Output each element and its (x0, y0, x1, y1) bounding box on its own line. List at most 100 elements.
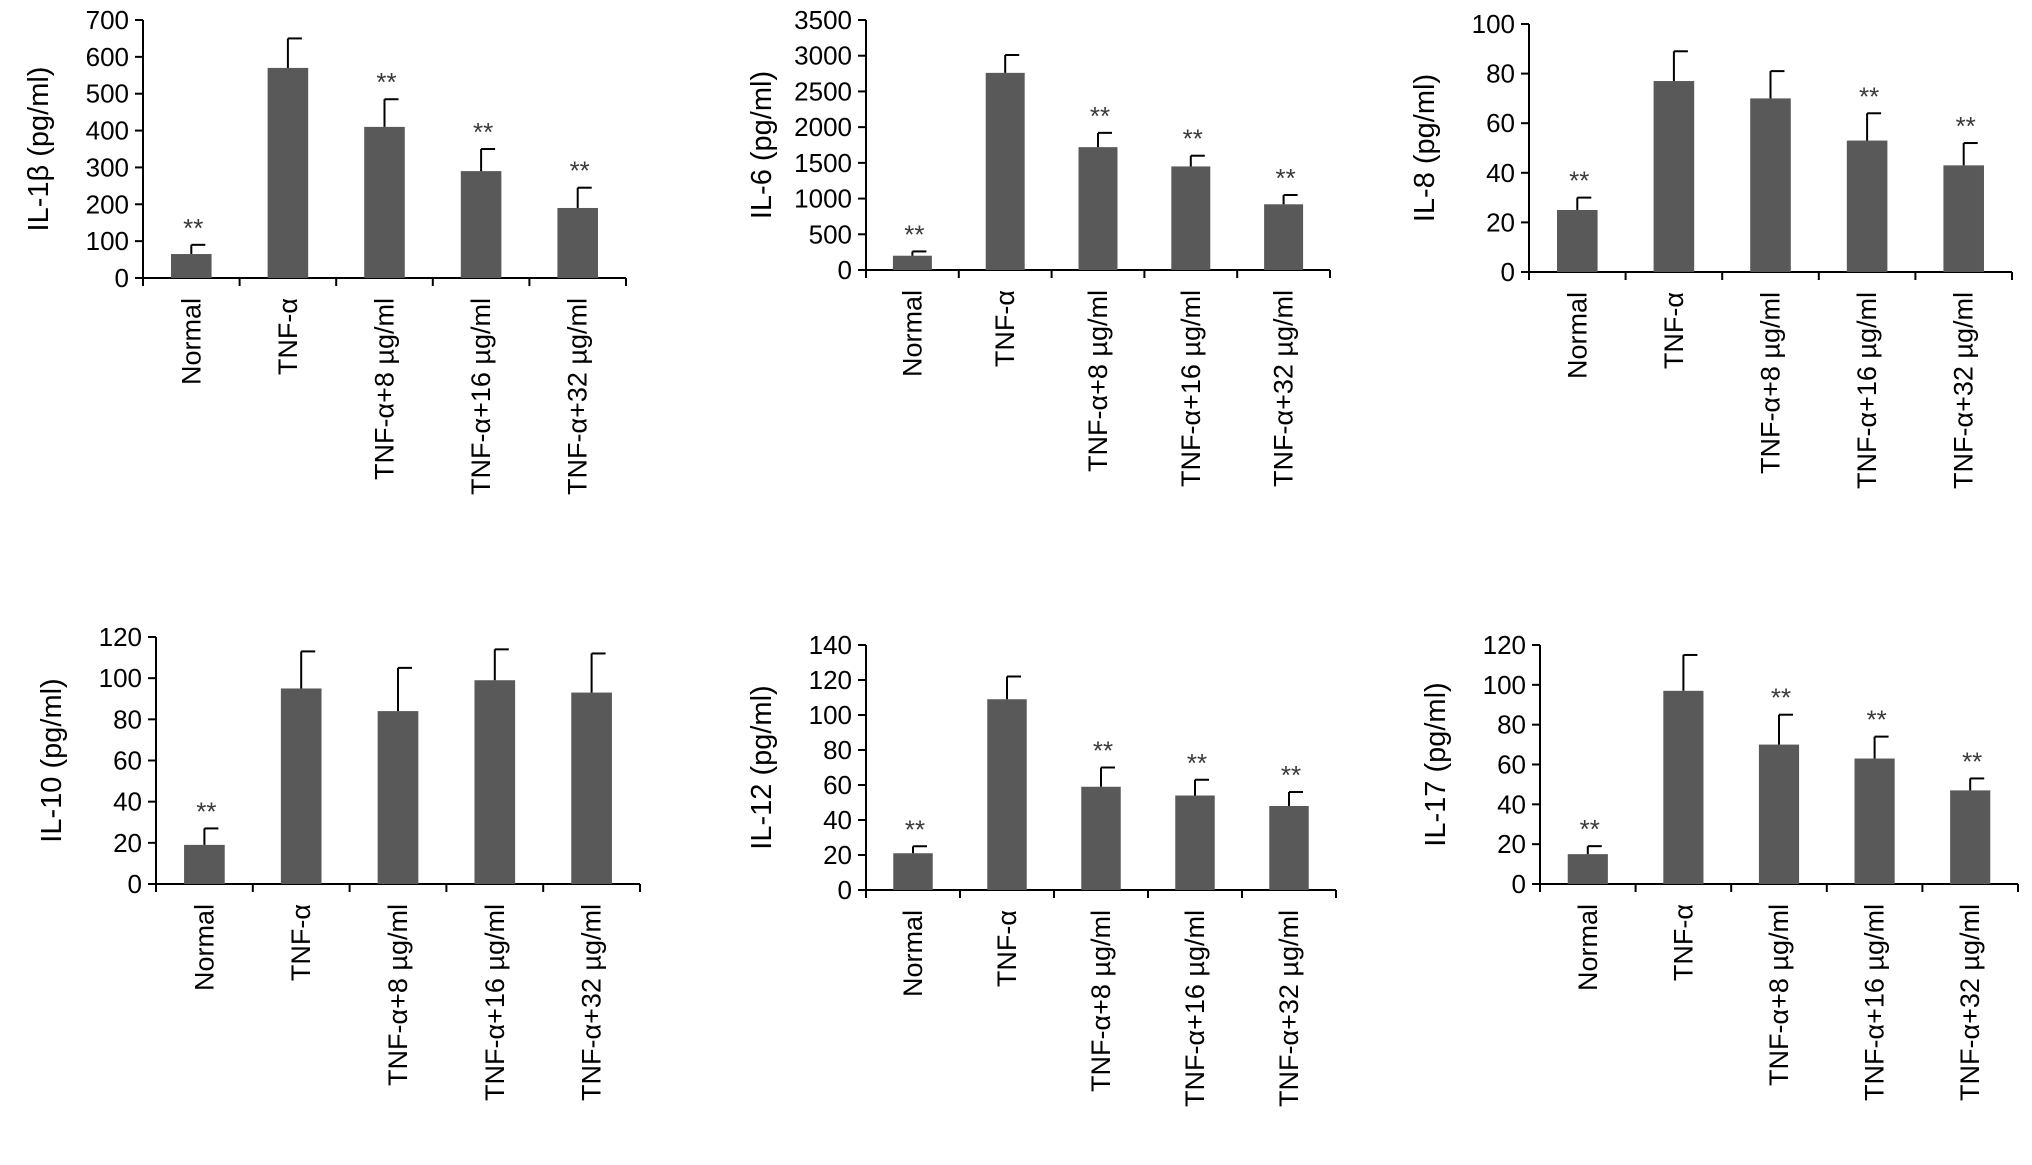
chart-panel-4: IL-10 (pg/ml) 0 20 40 60 80 100 120 ** Normal TNF-… (36, 622, 641, 1101)
y-tick-label: 40 (1497, 789, 1526, 819)
y-tick-label: 60 (1486, 108, 1515, 138)
significance-marker: ** (570, 156, 590, 186)
y-tick-label: 200 (86, 189, 129, 219)
bar (1943, 165, 1984, 272)
y-tick-label: 100 (86, 226, 129, 256)
bar (1846, 140, 1888, 272)
x-category-label: TNF-α+32 µg/ml (1269, 290, 1299, 487)
y-tick-label: 0 (838, 875, 852, 905)
significance-marker: ** (183, 213, 203, 243)
significance-marker: ** (1956, 111, 1976, 141)
x-category-label: TNF-α+32 µg/ml (563, 298, 593, 495)
bar (171, 254, 212, 278)
significance-marker: ** (1580, 814, 1600, 844)
x-category-label: TNF-α+16 µg/ml (1852, 292, 1882, 489)
bar (267, 67, 309, 279)
chart-panel-3: IL-8 (pg/ml) 0 20 40 60 80 100 ** Normal TNF-α TNF… (1409, 9, 2013, 489)
chart-panel-5: IL-12 (pg/ml) 0 20 40 60 80 100 120 140 ** Normal T… (746, 630, 1337, 1107)
y-tick-label: 20 (823, 840, 852, 870)
y-tick-label: 80 (113, 704, 142, 734)
y-tick-label: 100 (1472, 9, 1515, 39)
x-category-label: TNF-α (1668, 904, 1698, 981)
bar (1854, 758, 1895, 884)
y-tick-label: 100 (1483, 670, 1526, 700)
y-tick-label: 120 (809, 665, 852, 695)
bar (1663, 690, 1704, 884)
x-category-label: TNF-α+16 µg/ml (1176, 290, 1206, 487)
bar (1081, 786, 1121, 890)
significance-marker: ** (1569, 166, 1589, 196)
significance-marker: ** (1866, 705, 1886, 735)
x-category-label: TNF-α+32 µg/ml (1274, 910, 1304, 1107)
y-tick-label: 20 (1486, 207, 1515, 237)
y-tick-label: 2000 (794, 112, 852, 142)
y-tick-label: 20 (113, 828, 142, 858)
significance-marker: ** (1093, 736, 1113, 766)
y-tick-label: 120 (99, 622, 142, 652)
y-tick-label: 80 (1486, 59, 1515, 89)
x-category-label: TNF-α (1659, 292, 1689, 369)
y-tick-label: 120 (1483, 630, 1526, 660)
y-tick-label: 60 (1497, 750, 1526, 780)
significance-marker: ** (473, 117, 493, 147)
x-category-label: TNF-α+32 µg/ml (1955, 904, 1985, 1101)
x-category-label: TNF-α (273, 298, 303, 375)
significance-marker: ** (1771, 683, 1791, 713)
significance-marker: ** (1281, 760, 1301, 790)
bar (892, 255, 932, 270)
bar (280, 688, 322, 884)
chart-panel-6: IL-17 (pg/ml) 0 20 40 60 80 100 120 ** Normal TNF-… (1420, 630, 2019, 1101)
x-category-label: TNF-α (992, 910, 1022, 987)
bar (987, 699, 1027, 890)
y-tick-label: 0 (115, 263, 129, 293)
y-tick-label: 0 (1512, 869, 1526, 899)
x-category-label: TNF-α+16 µg/ml (466, 298, 496, 495)
y-tick-label: 3000 (794, 41, 852, 71)
x-category-label: TNF-α+8 µg/ml (1756, 292, 1786, 474)
y-tick-label: 60 (113, 746, 142, 776)
bar (1171, 166, 1211, 270)
x-category-label: TNF-α+32 µg/ml (1949, 292, 1979, 489)
bar (184, 844, 225, 884)
bar (377, 711, 419, 884)
x-category-label: TNF-α+16 µg/ml (1180, 910, 1210, 1107)
y-axis-title: IL-12 (pg/ml) (746, 685, 778, 849)
y-tick-label: 400 (86, 116, 129, 146)
x-category-label: TNF-α+32 µg/ml (577, 904, 607, 1101)
x-category-label: Normal (897, 290, 927, 377)
x-category-label: TNF-α+16 µg/ml (480, 904, 510, 1101)
significance-marker: ** (1859, 81, 1879, 111)
x-category-label: TNF-α+8 µg/ml (383, 904, 413, 1086)
bar (1950, 790, 1991, 884)
x-category-label: TNF-α+8 µg/ml (1083, 290, 1113, 472)
bar (1750, 98, 1791, 273)
bar (460, 171, 502, 278)
significance-marker: ** (904, 219, 924, 249)
x-category-label: Normal (176, 298, 206, 385)
significance-marker: ** (1187, 748, 1207, 778)
bar (557, 207, 598, 278)
y-tick-label: 500 (86, 79, 129, 109)
significance-marker: ** (196, 796, 216, 826)
bar (893, 853, 933, 890)
y-tick-label: 20 (1497, 829, 1526, 859)
y-tick-label: 80 (1497, 710, 1526, 740)
y-tick-label: 3500 (794, 5, 852, 35)
x-category-label: TNF-α+8 µg/ml (1086, 910, 1116, 1092)
bar (1264, 204, 1304, 270)
y-tick-label: 1000 (794, 184, 852, 214)
bar (1758, 744, 1800, 884)
y-tick-label: 600 (86, 42, 129, 72)
y-tick-label: 2500 (794, 76, 852, 106)
y-tick-label: 40 (113, 787, 142, 817)
x-category-label: TNF-α+8 µg/ml (370, 298, 400, 480)
bar (985, 72, 1025, 270)
bar (1567, 854, 1608, 884)
significance-marker: ** (376, 67, 396, 97)
y-tick-label: 40 (1486, 158, 1515, 188)
x-category-label: Normal (1573, 904, 1603, 991)
y-tick-label: 1500 (794, 148, 852, 178)
bar (571, 692, 612, 884)
y-tick-label: 140 (809, 630, 852, 660)
bar (474, 680, 516, 884)
